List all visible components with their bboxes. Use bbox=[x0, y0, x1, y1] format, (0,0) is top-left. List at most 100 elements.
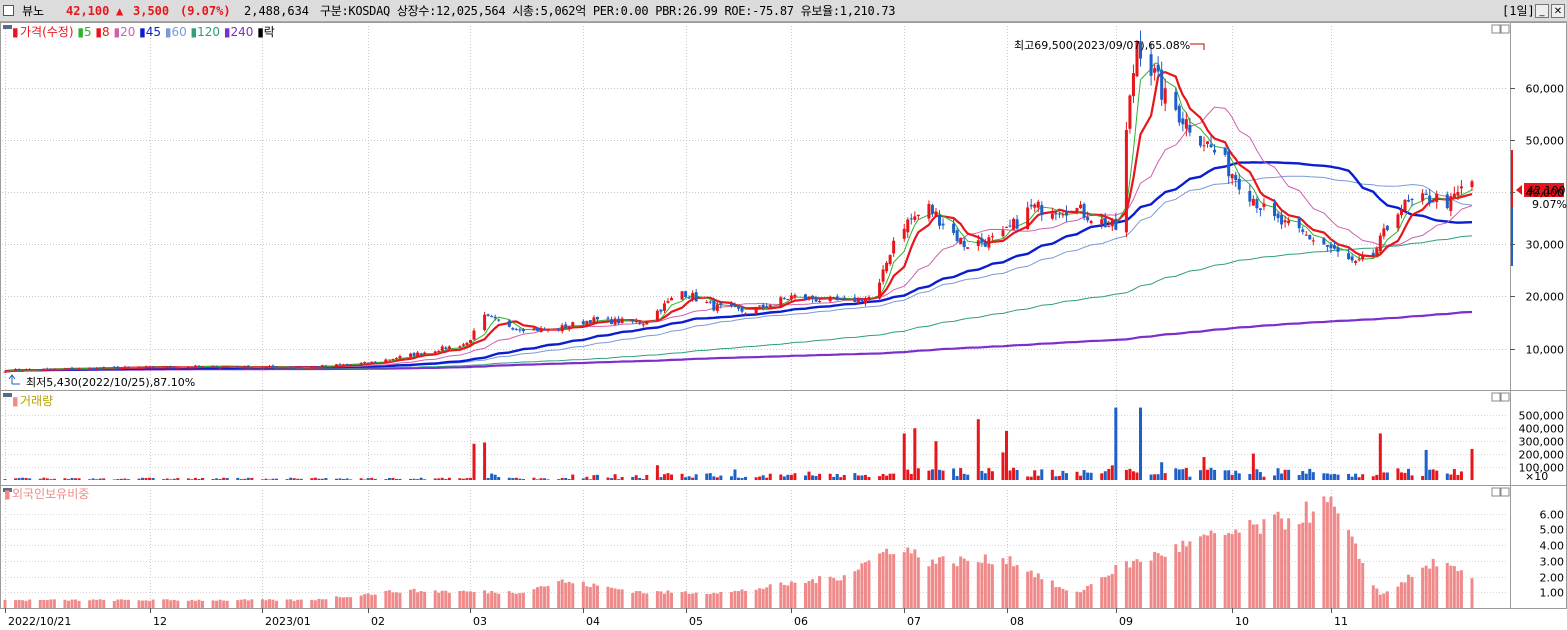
volume-bar bbox=[1198, 470, 1202, 480]
foreign-ratio-bar bbox=[588, 587, 592, 608]
volume-bar bbox=[211, 478, 215, 480]
foreign-ratio-bar bbox=[28, 599, 32, 608]
candle-body bbox=[1248, 190, 1252, 202]
candle-body bbox=[1153, 68, 1157, 73]
volume-bar bbox=[758, 476, 762, 480]
foreign-ratio-bar bbox=[24, 600, 28, 608]
volume-bar bbox=[740, 478, 744, 480]
select-checkbox[interactable] bbox=[3, 5, 14, 16]
volume-bar bbox=[909, 473, 913, 480]
volume-bar bbox=[1357, 477, 1361, 480]
foreign-ratio-bar bbox=[662, 593, 666, 608]
volume-bar bbox=[976, 419, 980, 480]
volume-bar bbox=[1251, 453, 1255, 480]
foreign-ratio-bar bbox=[863, 562, 867, 608]
candle-body bbox=[1064, 210, 1068, 216]
candle-body bbox=[21, 370, 25, 372]
foreign-legend-marker-icon: ▮ bbox=[4, 487, 11, 501]
candle-body bbox=[779, 297, 783, 307]
foreign-ratio-bar bbox=[955, 566, 959, 608]
foreign-ratio-bar bbox=[606, 586, 610, 608]
foreign-ratio-bar bbox=[631, 592, 635, 608]
volume-bar bbox=[236, 477, 240, 480]
foreign-ratio-bar bbox=[1251, 524, 1255, 608]
candle-body bbox=[814, 297, 818, 302]
candle-body bbox=[1403, 199, 1407, 211]
foreign-ratio-bar bbox=[1276, 511, 1280, 608]
candle-body bbox=[1378, 235, 1382, 252]
volume-bar bbox=[225, 477, 229, 480]
foreign-ratio-bar bbox=[483, 590, 487, 608]
candle-body bbox=[197, 365, 201, 367]
foreign-ratio-bar bbox=[715, 593, 719, 608]
foreign-ratio-bar bbox=[560, 579, 564, 608]
foreign-ratio-bar bbox=[1174, 544, 1178, 608]
foreign-ratio-bar bbox=[1110, 573, 1114, 608]
foreign-ratio-bar bbox=[260, 599, 264, 608]
foreign-ratio-bar bbox=[1026, 571, 1030, 608]
foreign-ratio-bar bbox=[437, 592, 441, 608]
foreign-ratio-bar bbox=[1107, 575, 1111, 608]
foreign-ratio-bar bbox=[867, 560, 871, 608]
volume-bar bbox=[359, 478, 363, 480]
minimize-button[interactable]: _ bbox=[1535, 4, 1549, 18]
foreign-ratio-bar bbox=[42, 600, 46, 608]
candle-body bbox=[535, 327, 539, 331]
candle-body bbox=[373, 361, 377, 363]
x-axis-ticks: 2022/10/21 12 2023/01 02 03 04 05 06 07 08 09 10 11 bbox=[0, 608, 1510, 628]
foreign-ratio-bar bbox=[1459, 570, 1463, 608]
candle-body bbox=[1139, 42, 1143, 59]
price-legend: 가격(수정) ▮5 ▮8 ▮20 ▮45 ▮60 ▮120 ▮240 ▮락 bbox=[20, 25, 275, 39]
candle-body bbox=[546, 329, 550, 331]
candle-body bbox=[299, 367, 303, 369]
foreign-ratio-bar bbox=[860, 563, 864, 608]
candle-body bbox=[761, 304, 765, 308]
close-button[interactable]: ✕ bbox=[1551, 4, 1565, 18]
volume-bar bbox=[983, 473, 987, 480]
foreign-ratio-bar bbox=[782, 584, 786, 608]
foreign-ratio-bar bbox=[17, 599, 21, 608]
candle-body bbox=[1131, 73, 1135, 97]
foreign-ratio-bar bbox=[990, 564, 994, 608]
foreign-ratio-bar bbox=[1258, 533, 1262, 608]
volume-bar bbox=[1040, 469, 1044, 480]
foreign-ratio-bar bbox=[292, 600, 296, 608]
foreign-ratio-bar bbox=[768, 584, 772, 608]
price-tick-label: 60,000 bbox=[1526, 83, 1565, 96]
candle-body bbox=[737, 306, 740, 309]
volume-bar bbox=[497, 477, 501, 480]
volume-bar bbox=[1114, 407, 1118, 480]
volume-bar bbox=[655, 465, 659, 480]
foreign-ratio-bar bbox=[1311, 511, 1315, 608]
candle-body bbox=[222, 366, 226, 368]
ma-240-line bbox=[4, 310, 1473, 373]
foreign-ratio-bar bbox=[313, 600, 317, 608]
candle-body bbox=[465, 342, 469, 345]
period-button[interactable]: [1일] bbox=[1502, 4, 1535, 18]
volume-bar bbox=[126, 479, 130, 480]
candle-body bbox=[793, 294, 797, 298]
foreign-ratio-bar bbox=[1213, 533, 1217, 608]
volume-bar bbox=[680, 473, 684, 480]
candle-body bbox=[913, 216, 917, 220]
candle-body bbox=[1061, 214, 1065, 216]
candle-body bbox=[190, 366, 194, 368]
volume-bar bbox=[1029, 476, 1033, 480]
candle-body bbox=[1322, 238, 1326, 245]
volume-bar bbox=[387, 477, 391, 480]
candle-body bbox=[490, 316, 494, 318]
volume-bar bbox=[511, 478, 515, 480]
foreign-ratio-bar bbox=[98, 599, 102, 608]
foreign-ratio-bar bbox=[1325, 502, 1329, 608]
candle-body bbox=[832, 296, 836, 298]
foreign-ratio-bar bbox=[761, 588, 765, 608]
candle-body bbox=[1149, 54, 1153, 76]
foreign-ratio-bar bbox=[299, 599, 303, 608]
foreign-ratio-bar bbox=[1421, 567, 1425, 608]
candle-body bbox=[715, 304, 719, 311]
volume-bar bbox=[789, 474, 793, 480]
volume-bar bbox=[1008, 470, 1012, 480]
foreign-ratio-bar bbox=[1012, 566, 1016, 608]
foreign-ratio-bar bbox=[285, 599, 289, 608]
volume-bar bbox=[493, 474, 497, 480]
